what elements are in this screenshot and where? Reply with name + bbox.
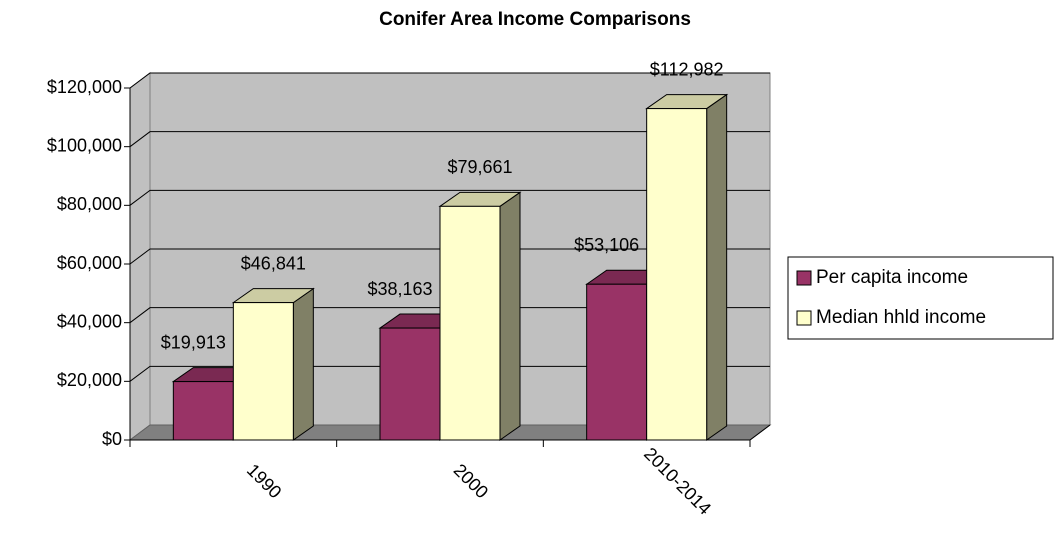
y-tick-label: $0	[102, 429, 122, 449]
grid-line	[129, 248, 770, 265]
grid-line	[129, 307, 770, 324]
bar-front	[586, 283, 648, 441]
value-label: $53,106	[574, 235, 639, 255]
bar-side	[706, 93, 728, 441]
y-tick-label: $100,000	[47, 135, 122, 155]
grid-line	[129, 365, 770, 382]
legend-swatch	[796, 270, 812, 286]
legend-swatch	[796, 310, 812, 326]
floor-edge	[749, 424, 771, 441]
y-tick-label: $60,000	[57, 253, 122, 273]
x-tick-label: 1990	[243, 460, 285, 502]
y-tick-label: $20,000	[57, 370, 122, 390]
value-label: $112,982	[650, 59, 724, 79]
bar-front	[379, 327, 441, 441]
bar-side	[292, 287, 314, 441]
legend-label: Per capita income	[816, 267, 968, 288]
bar	[231, 287, 315, 441]
value-label: $46,841	[241, 253, 306, 273]
bar	[438, 191, 522, 441]
legend-box	[787, 256, 1054, 340]
bar-front	[646, 108, 708, 441]
y-tick-label: $120,000	[47, 77, 122, 97]
grid-line	[129, 131, 770, 148]
grid-line	[129, 72, 770, 89]
bar-side	[499, 191, 521, 441]
bar	[645, 93, 729, 441]
grid-line	[129, 189, 770, 206]
y-tick-label: $80,000	[57, 194, 122, 214]
value-label: $38,163	[367, 279, 432, 299]
y-tick-label: $40,000	[57, 311, 122, 331]
value-label: $19,913	[161, 332, 226, 352]
bar-front	[172, 381, 234, 441]
x-tick-label: 2000	[450, 460, 492, 502]
chart-title: Conifer Area Income Comparisons	[379, 9, 691, 30]
bar-front	[439, 205, 501, 441]
value-label: $79,661	[447, 157, 512, 177]
legend-label: Median hhld income	[816, 307, 986, 328]
legend: Per capita income Median hhld income	[787, 256, 1054, 340]
x-tick-label: 2010-2014	[640, 444, 715, 519]
bar-front	[232, 302, 294, 441]
